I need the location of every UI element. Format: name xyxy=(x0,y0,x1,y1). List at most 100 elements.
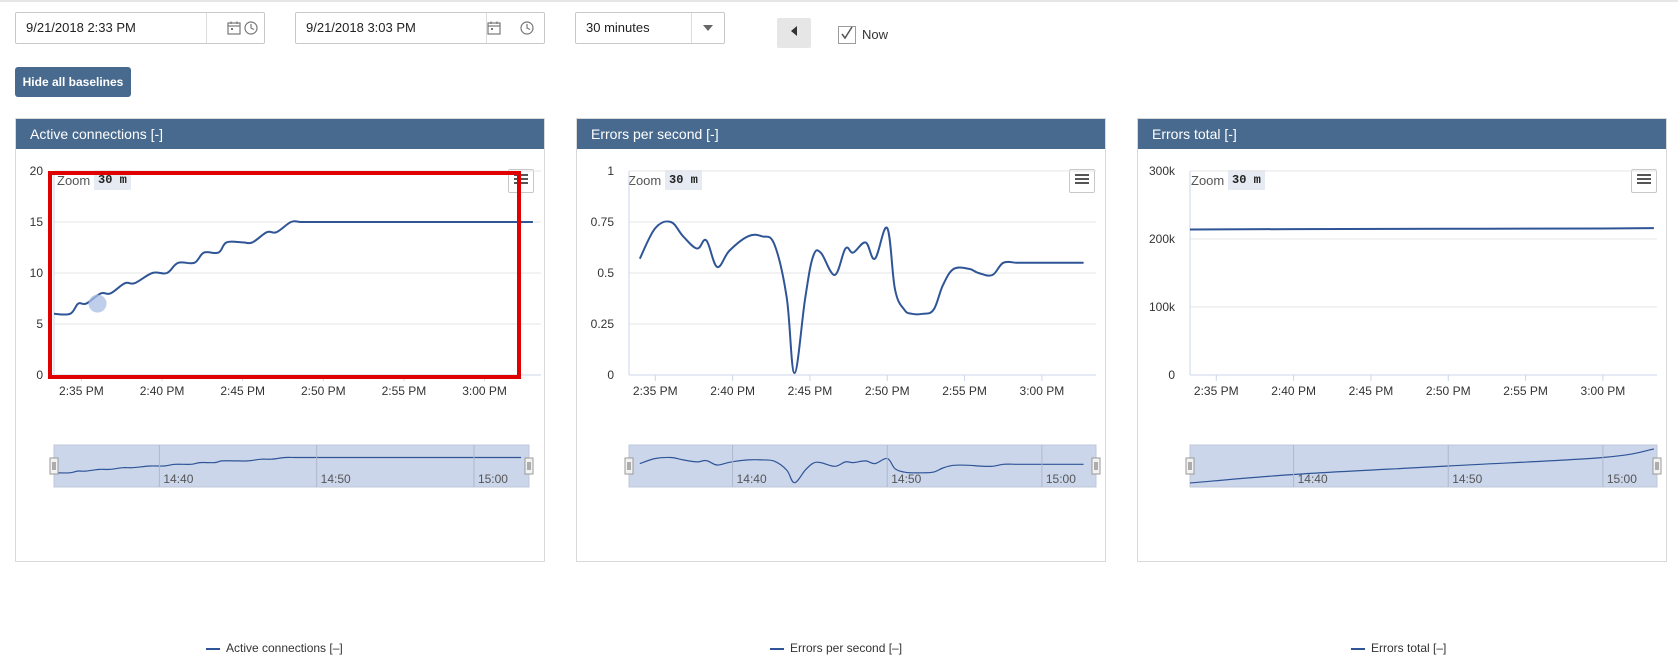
chart-menu-button[interactable] xyxy=(1069,169,1095,193)
navigator-handle[interactable] xyxy=(624,457,634,475)
dropdown-separator xyxy=(691,13,692,43)
y-tick-label: 100k xyxy=(1149,300,1176,314)
navigator-range xyxy=(1189,444,1658,488)
panel-title[interactable]: Errors total [-] xyxy=(1138,119,1666,149)
x-tick-label: 3:00 PM xyxy=(462,384,507,398)
series-line xyxy=(53,220,533,316)
y-tick-label: 1 xyxy=(607,164,614,178)
chart-errors-total: 0 100k 200k 300k 2:35 PM 2:40 PM 2:45 PM 2:50 P… xyxy=(1149,164,1662,488)
hide-all-baselines-button[interactable]: Hide all baselines xyxy=(15,67,131,97)
chart-active-connections: 0 5 10 15 20 2:35 PM 2:40 PM 2:45 PM 2:50 PM 2:55… xyxy=(30,164,541,488)
series-line xyxy=(1189,227,1654,231)
x-tick-label: 2:50 PM xyxy=(865,384,910,398)
navigator-tick-label: 14:50 xyxy=(321,472,351,486)
y-tick-label: 15 xyxy=(30,215,44,229)
legend-label: Active connections [–] xyxy=(226,641,343,655)
chart-menu-button[interactable] xyxy=(1631,169,1657,193)
field-separator xyxy=(206,13,207,43)
series-line xyxy=(638,220,1084,375)
zoom-30m-button[interactable]: 30 m xyxy=(1228,170,1265,190)
navigator-handle[interactable] xyxy=(1185,457,1195,475)
y-tick-label: 5 xyxy=(36,317,43,331)
calendar-icon[interactable] xyxy=(219,13,249,43)
zoom-label: Zoom xyxy=(57,173,91,188)
legend-item[interactable]: Errors per second [–] xyxy=(770,641,902,655)
x-tick-label: 2:40 PM xyxy=(1271,384,1316,398)
start-datetime-value: 9/21/2018 2:33 PM xyxy=(26,20,136,35)
triangle-left-icon xyxy=(789,24,799,42)
x-tick-label: 3:00 PM xyxy=(1020,384,1065,398)
navigator-series-line xyxy=(639,456,1084,484)
x-tick-label: 2:45 PM xyxy=(220,384,265,398)
legend-label: Errors per second [–] xyxy=(790,641,903,655)
x-tick-label: 2:35 PM xyxy=(59,384,104,398)
x-tick-label: 2:55 PM xyxy=(942,384,987,398)
zoom-label: Zoom xyxy=(1191,173,1225,188)
navigator-series-line xyxy=(53,456,522,474)
navigator-tick-label: 15:00 xyxy=(1046,472,1076,486)
navigator-tick-label: 14:40 xyxy=(163,472,193,486)
top-divider xyxy=(0,0,1678,2)
chevron-down-icon[interactable] xyxy=(692,13,724,43)
navigator-handle[interactable] xyxy=(524,457,534,475)
calendar-icon[interactable] xyxy=(479,13,509,43)
panel-title[interactable]: Errors per second [-] xyxy=(577,119,1105,149)
x-tick-label: 2:45 PM xyxy=(1349,384,1394,398)
field-separator xyxy=(486,13,487,43)
x-tick-label: 2:55 PM xyxy=(1503,384,1548,398)
navigator-tick-label: 15:00 xyxy=(478,472,508,486)
x-tick-label: 2:50 PM xyxy=(1426,384,1471,398)
y-tick-label: 0.75 xyxy=(591,215,615,229)
panel-title[interactable]: Active connections [-] xyxy=(16,119,544,149)
y-tick-label: 0 xyxy=(1168,368,1175,382)
now-checkbox[interactable] xyxy=(838,26,856,44)
navigator-range xyxy=(628,444,1097,488)
y-tick-label: 0 xyxy=(36,368,43,382)
navigator-handle[interactable] xyxy=(1091,457,1101,475)
clock-icon[interactable] xyxy=(236,13,266,43)
navigator-range xyxy=(53,444,530,488)
range-select-value: 30 minutes xyxy=(586,20,650,35)
y-tick-label: 20 xyxy=(30,164,44,178)
legend-item[interactable]: Errors total [–] xyxy=(1351,641,1446,655)
y-tick-label: 200k xyxy=(1149,232,1176,246)
hover-marker xyxy=(88,294,107,313)
now-label: Now xyxy=(862,27,889,42)
navigator-tick-label: 14:40 xyxy=(737,472,767,486)
previous-range-button[interactable] xyxy=(777,18,811,48)
highlight-box xyxy=(48,171,521,379)
y-tick-label: 0.25 xyxy=(591,317,615,331)
x-tick-label: 2:40 PM xyxy=(710,384,755,398)
chart-errors-per-second: 0 0.25 0.5 0.75 1 2:35 PM 2:40 PM 2:45 PM 2:50 P… xyxy=(591,164,1101,488)
x-tick-label: 2:35 PM xyxy=(1194,384,1239,398)
start-datetime-field[interactable]: 9/21/2018 2:33 PM xyxy=(15,12,265,44)
navigator-handle[interactable] xyxy=(1652,457,1662,475)
y-tick-label: 0 xyxy=(607,368,614,382)
end-datetime-value: 9/21/2018 3:03 PM xyxy=(306,20,416,35)
y-tick-label: 10 xyxy=(30,266,44,280)
navigator-tick-label: 14:50 xyxy=(891,472,921,486)
x-tick-label: 3:00 PM xyxy=(1581,384,1626,398)
panel-errors-per-second: Errors per second [-] Zoom 30 m 0 0.25 0.5… xyxy=(576,118,1106,655)
end-datetime-field[interactable]: 9/21/2018 3:03 PM xyxy=(295,12,545,44)
y-tick-label: 0.5 xyxy=(597,266,614,280)
hamburger-menu-icon xyxy=(1637,172,1651,190)
navigator-tick-label: 14:40 xyxy=(1298,472,1328,486)
range-select[interactable]: 30 minutes xyxy=(575,12,725,44)
legend-item[interactable]: Active connections [–] xyxy=(206,641,343,655)
y-tick-label: 300k xyxy=(1149,164,1176,178)
x-tick-label: 2:50 PM xyxy=(301,384,346,398)
legend-line-marker xyxy=(1351,647,1365,650)
clock-icon[interactable] xyxy=(512,13,542,43)
legend-line-marker xyxy=(770,647,784,650)
zoom-30m-button[interactable]: 30 m xyxy=(665,170,702,190)
navigator-handle[interactable] xyxy=(49,457,59,475)
x-tick-label: 2:45 PM xyxy=(788,384,833,398)
zoom-label: Zoom xyxy=(628,173,662,188)
navigator-tick-label: 15:00 xyxy=(1607,472,1637,486)
hamburger-menu-icon xyxy=(1075,172,1089,190)
x-tick-label: 2:35 PM xyxy=(633,384,678,398)
check-icon xyxy=(840,26,854,45)
x-tick-label: 2:55 PM xyxy=(382,384,427,398)
navigator-tick-label: 14:50 xyxy=(1452,472,1482,486)
